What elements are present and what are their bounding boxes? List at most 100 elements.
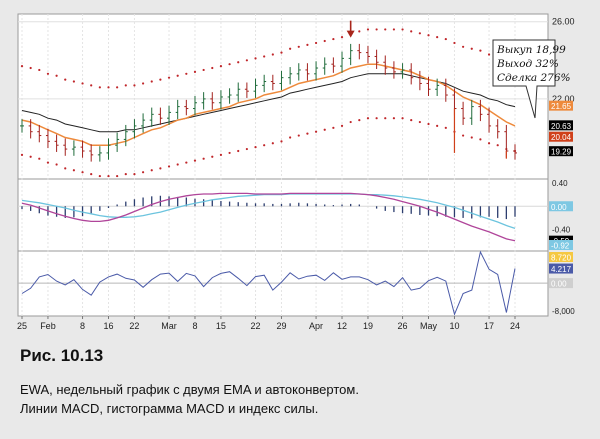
- price-bar: [296, 63, 301, 81]
- x-tick-label: 15: [216, 321, 226, 331]
- envelope-upper-point: [81, 82, 84, 85]
- envelope-upper-point: [427, 34, 430, 37]
- price-bar: [175, 99, 180, 120]
- envelope-upper-point: [479, 49, 482, 52]
- plot-frame: [17, 13, 549, 317]
- envelope-lower-point: [349, 120, 352, 124]
- value-badge-text: 8.720: [551, 254, 572, 263]
- envelope-lower-point: [185, 161, 188, 164]
- price-bar: [443, 78, 448, 102]
- envelope-lower-point: [332, 126, 335, 129]
- envelope-lower-point: [384, 117, 387, 120]
- price-bar: [513, 144, 517, 160]
- price-bar: [357, 43, 362, 60]
- x-tick-label: 25: [17, 321, 27, 331]
- envelope-upper-point: [167, 76, 171, 79]
- envelope-upper-point: [392, 28, 396, 31]
- price-bar: [210, 92, 215, 110]
- envelope-upper-point: [462, 45, 465, 48]
- envelope-lower-point: [211, 155, 214, 158]
- value-badge-text: 4.217: [551, 265, 572, 274]
- envelope-upper-point: [297, 45, 300, 48]
- envelope-upper-point: [254, 57, 257, 60]
- envelope-lower-point: [280, 140, 283, 143]
- envelope-lower-point: [237, 149, 240, 153]
- envelope-upper-point: [98, 86, 101, 89]
- value-badge-text: 0.00: [551, 280, 567, 289]
- figure-title: Рис. 10.13: [20, 346, 104, 365]
- envelope-upper-point: [332, 37, 335, 41]
- envelope-upper-point: [323, 39, 326, 43]
- x-tick-label: 10: [449, 321, 459, 331]
- price-bar: [262, 74, 267, 93]
- envelope-lower-point: [263, 144, 266, 147]
- trade-note: Выкуп 18,99 Выход 32% Сделка 276%: [492, 39, 570, 119]
- price-bar: [244, 82, 249, 98]
- envelope-upper-point: [64, 78, 67, 81]
- envelope-upper-point: [38, 68, 41, 72]
- price-bar: [331, 57, 336, 73]
- price-bar: [71, 140, 76, 156]
- x-tick-label: Apr: [309, 321, 323, 331]
- price-bar: [141, 113, 146, 133]
- value-badge: 19.29: [549, 146, 573, 157]
- value-badge: -0.92: [549, 240, 573, 251]
- envelope-upper-point: [219, 64, 223, 68]
- x-tick-label: 8: [192, 321, 197, 331]
- value-badge-text: 0.00: [551, 203, 567, 212]
- x-tick-label: 22: [129, 321, 139, 331]
- envelope-upper-point: [150, 80, 153, 83]
- envelope-lower-point: [72, 169, 75, 172]
- price-bar: [478, 99, 483, 122]
- price-bar: [63, 138, 68, 156]
- price-bar: [487, 107, 492, 133]
- price-bar: [20, 119, 24, 133]
- envelope-lower-point: [150, 169, 153, 172]
- value-badge-bg: [549, 100, 573, 111]
- envelope-upper-point: [245, 59, 248, 62]
- envelope-upper-point: [185, 72, 188, 75]
- price-bar: [348, 43, 353, 66]
- price-bar: [158, 107, 163, 125]
- envelope-lower-point: [271, 142, 274, 145]
- value-badge-text: 19.29: [551, 148, 572, 157]
- envelope-lower-point: [167, 165, 171, 168]
- envelope-lower-point: [107, 174, 110, 178]
- envelope-lower-point: [306, 132, 309, 135]
- envelope-upper-point: [314, 41, 318, 45]
- envelope-lower-point: [90, 173, 93, 176]
- price-bar: [97, 146, 102, 162]
- price-bar: [495, 119, 500, 139]
- envelope-lower-point: [98, 174, 101, 178]
- force-index-line: [21, 250, 516, 316]
- envelope-upper-point: [237, 61, 240, 64]
- envelope-lower-point: [219, 153, 223, 156]
- envelope-lower-point: [159, 167, 162, 170]
- price-bar: [149, 107, 154, 127]
- envelope-lower-point: [487, 142, 491, 145]
- envelope-lower-point: [323, 128, 326, 131]
- value-badge-bg: [549, 240, 573, 250]
- price-bar: [80, 140, 85, 158]
- envelope-upper-point: [202, 68, 205, 72]
- envelope-upper-point: [46, 72, 50, 75]
- y-tick-label: -8,000: [552, 307, 575, 316]
- envelope-lower-point: [462, 134, 465, 137]
- envelope-upper-point: [384, 28, 387, 31]
- price-bar: [201, 92, 206, 110]
- macd-line: [21, 192, 516, 242]
- price-bar: [305, 63, 310, 81]
- envelope-upper-point: [72, 80, 75, 83]
- envelope-lower-point: [55, 163, 58, 166]
- envelope-lower-point: [470, 136, 473, 139]
- price-bar: [469, 99, 474, 125]
- envelope-lower-point: [410, 119, 413, 122]
- price-bar: [279, 70, 284, 91]
- envelope-upper-point: [29, 66, 32, 70]
- envelope-upper-point: [159, 78, 162, 81]
- envelope-upper-point: [487, 53, 491, 56]
- envelope-upper-point: [211, 66, 214, 70]
- price-bar: [184, 99, 189, 116]
- price-bar: [89, 144, 94, 162]
